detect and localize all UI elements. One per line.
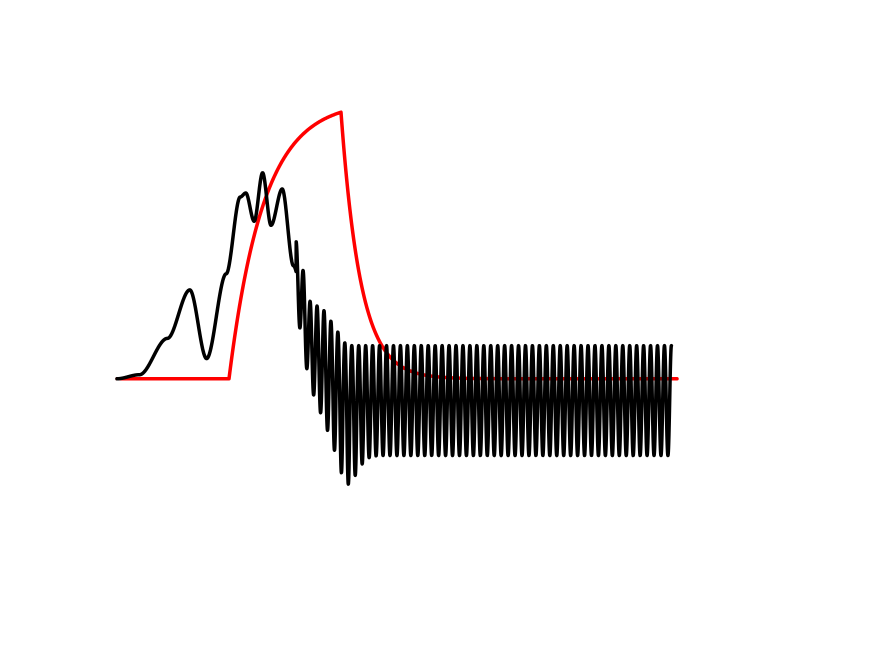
series-black-line — [115, 171, 674, 486]
plot-area — [115, 110, 679, 486]
